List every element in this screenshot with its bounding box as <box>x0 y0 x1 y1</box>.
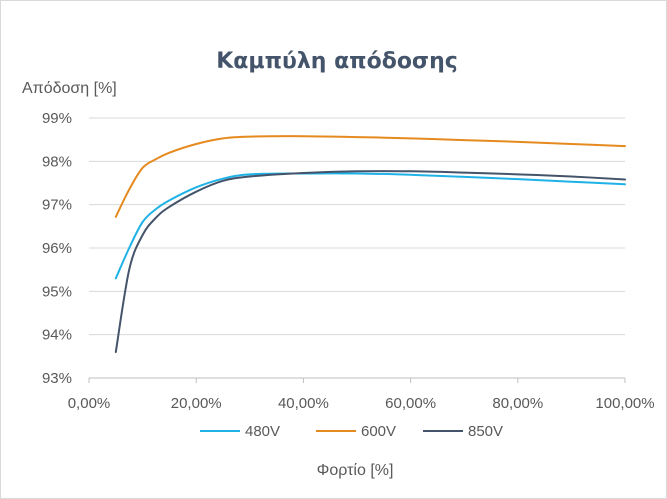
y-tick-label: 97% <box>42 197 72 214</box>
x-axis-label: Φορτίο [%] <box>317 462 394 479</box>
y-tick-label: 95% <box>42 283 72 300</box>
x-tick-label: 0,00% <box>68 395 111 412</box>
series-lines <box>114 135 626 353</box>
x-tick-label: 80,00% <box>492 395 543 412</box>
series-line-480v <box>114 172 626 280</box>
x-tick-label: 40,00% <box>278 395 329 412</box>
series-line-850v <box>114 170 626 353</box>
y-tick-label: 96% <box>42 240 72 257</box>
legend-label-850v: 850V <box>468 423 503 440</box>
y-tick-label: 98% <box>42 153 72 170</box>
legend-label-600v: 600V <box>361 423 396 440</box>
x-tick-label: 20,00% <box>171 395 222 412</box>
y-tick-label: 94% <box>42 327 72 344</box>
y-tick-label: 93% <box>42 370 72 387</box>
chart-title: Καμπύλη απόδοσης <box>216 49 458 74</box>
y-tick-label: 99% <box>42 110 72 127</box>
gridlines <box>89 117 625 336</box>
axes: 93% 94% 95% 96% 97% 98% 99% 0,00% 20,00% 40,00% 60… <box>42 110 655 412</box>
legend: 480V 600V 850V <box>200 423 503 440</box>
x-tick-label: 60,00% <box>385 395 436 412</box>
legend-label-480v: 480V <box>245 423 280 440</box>
x-tick-label: 100,00% <box>595 395 654 412</box>
y-axis-label: Απόδοση [%] <box>22 80 117 97</box>
series-line-600v <box>114 135 626 218</box>
